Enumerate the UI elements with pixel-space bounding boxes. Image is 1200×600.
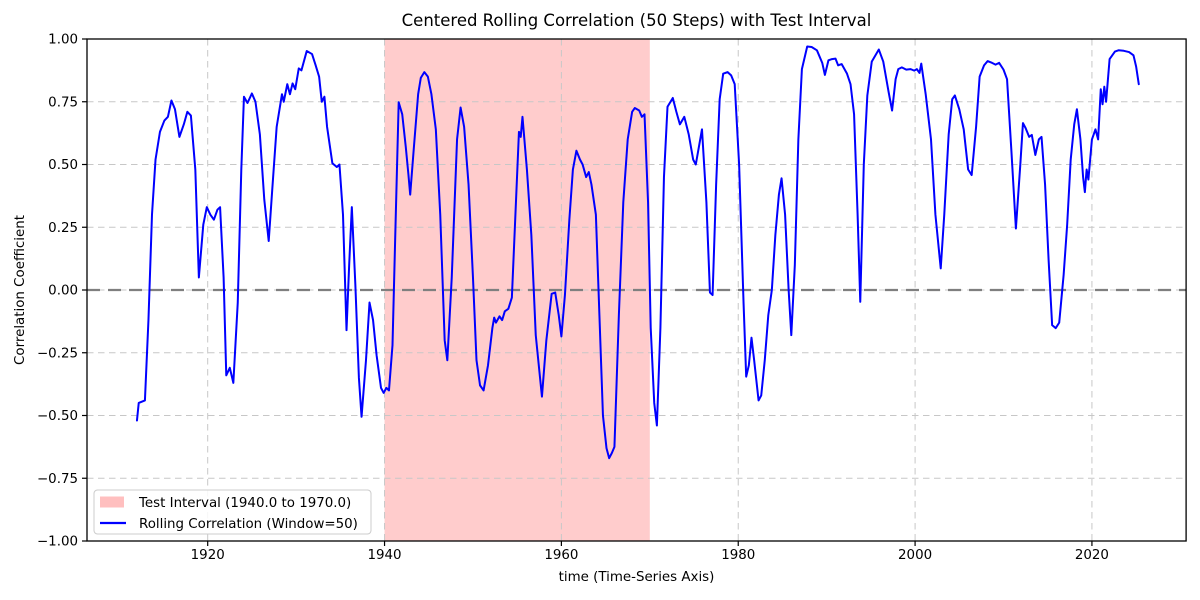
x-tick-label-2000: 2000 (898, 548, 932, 563)
legend-box (93, 489, 372, 535)
chart-title: Centered Rolling Correlation (50 Steps) … (402, 11, 872, 30)
x-tick-label-1960: 1960 (544, 548, 578, 563)
rolling-correlation-line (135, 45, 1140, 460)
legend-label-test-interval: Test Interval (1940.0 to 1970.0) (138, 496, 351, 511)
x-tick-label-1940: 1940 (368, 548, 402, 563)
y-tick-label-0.50: 0.50 (48, 158, 78, 173)
y-tick-label-−0.50: −0.50 (37, 409, 78, 424)
y-tick-label-0.00: 0.00 (48, 284, 78, 299)
y-tick-label-−1.00: −1.00 (37, 535, 78, 550)
y-tick-label-1.00: 1.00 (48, 33, 78, 48)
y-tick-label-−0.25: −0.25 (37, 346, 78, 361)
y-tick-label-0.75: 0.75 (48, 95, 78, 110)
legend-swatch-test-interval (100, 496, 124, 508)
legend: Test Interval (1940.0 to 1970.0) Rolling … (93, 489, 372, 535)
x-tick-label-1980: 1980 (721, 548, 755, 563)
tick-marks (82, 38, 1093, 546)
y-tick-label-−0.75: −0.75 (37, 472, 78, 487)
x-tick-label-1920: 1920 (191, 548, 225, 563)
x-tick-label-2020: 2020 (1075, 548, 1109, 563)
y-axis-label: Correlation Coefficient (13, 215, 28, 365)
legend-label-rolling-correlation: Rolling Correlation (Window=50) (139, 517, 358, 532)
x-axis-label: time (Time-Series Axis) (559, 570, 715, 585)
y-tick-label-0.25: 0.25 (48, 221, 78, 236)
